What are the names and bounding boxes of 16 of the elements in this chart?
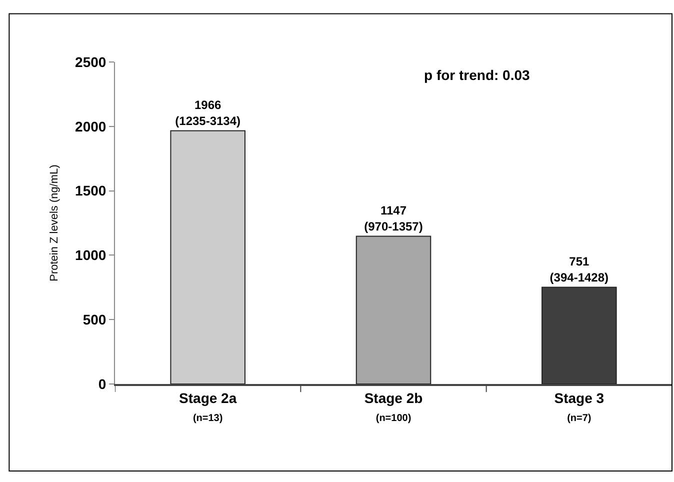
bar	[170, 130, 246, 384]
data-label: 751 (394-1428)	[550, 254, 609, 284]
x-tick-label: Stage 2b (n=100)	[364, 390, 423, 424]
data-label: 1147 (970-1357)	[364, 204, 423, 234]
data-label: 1966 (1235-3134)	[175, 98, 241, 128]
y-tick-label: 1000	[75, 247, 106, 264]
y-tick-label: 2500	[75, 54, 106, 70]
y-tick-label: 2000	[75, 118, 106, 134]
y-tick-label: 1500	[75, 182, 106, 199]
y-axis-title: Protein Z levels (ng/mL)	[48, 164, 61, 282]
y-tick-label: 500	[82, 312, 106, 328]
x-tick-label: Stage 2a (n=13)	[179, 390, 237, 424]
x-tick-label: Stage 3 (n=7)	[554, 390, 604, 424]
bar	[356, 236, 432, 384]
annotation: p for trend: 0.03	[424, 67, 530, 83]
y-tick-label: 0	[98, 376, 106, 392]
